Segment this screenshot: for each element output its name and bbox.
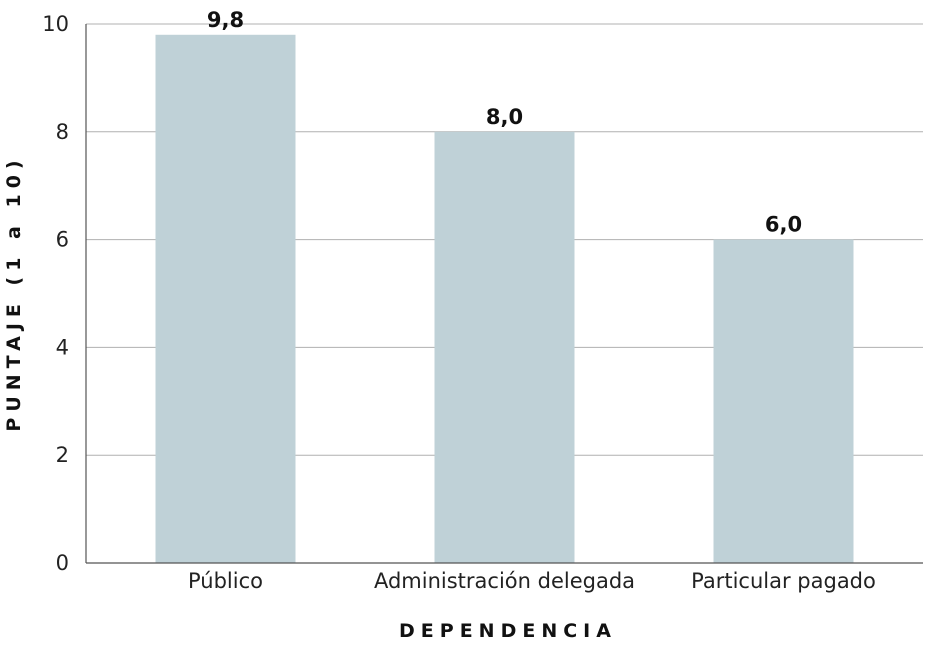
x-tick-label: Administración delegada [374, 569, 635, 593]
y-tick-label: 10 [42, 12, 69, 36]
y-tick-label: 4 [56, 335, 69, 359]
y-tick-label: 2 [56, 443, 69, 467]
bars [155, 34, 854, 564]
y-tick-label: 0 [56, 551, 69, 575]
bar [155, 34, 296, 563]
data-label: 8,0 [486, 105, 523, 129]
bar [713, 239, 854, 563]
y-tick-label: 8 [56, 120, 69, 144]
x-tick-label: Público [188, 569, 263, 593]
data-labels: 9,8 8,0 6,0 [207, 8, 802, 237]
data-label: 6,0 [765, 213, 802, 237]
data-label: 9,8 [207, 8, 244, 32]
y-axis-title: PUNTAJE (1 a 10) [3, 154, 25, 431]
x-tick-labels: Público Administración delegada Particular… [188, 569, 876, 593]
bar [434, 131, 575, 564]
x-tick-label: Particular pagado [691, 569, 876, 593]
x-axis-title: DEPENDENCIA [399, 620, 617, 642]
y-tick-label: 6 [56, 228, 69, 252]
y-tick-labels: 0 2 4 6 8 10 [42, 12, 69, 575]
axes [85, 24, 923, 564]
